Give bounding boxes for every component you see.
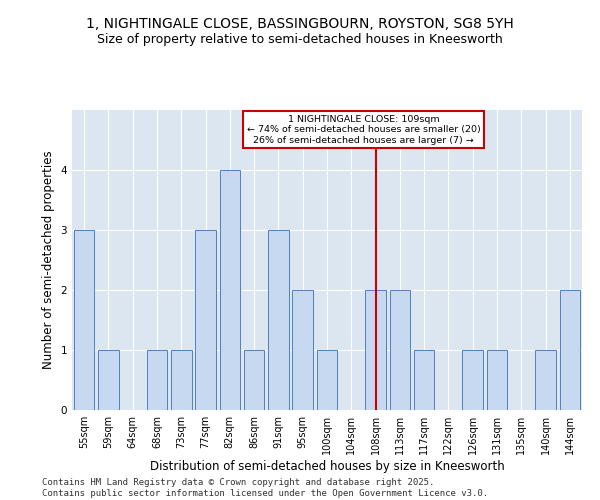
Bar <box>463 350 483 410</box>
Bar <box>74 230 94 410</box>
Bar <box>560 290 580 410</box>
Bar <box>487 350 508 410</box>
Bar <box>317 350 337 410</box>
Bar <box>98 350 119 410</box>
Bar <box>195 230 216 410</box>
Bar <box>365 290 386 410</box>
Bar <box>171 350 191 410</box>
Bar <box>292 290 313 410</box>
Text: 1, NIGHTINGALE CLOSE, BASSINGBOURN, ROYSTON, SG8 5YH: 1, NIGHTINGALE CLOSE, BASSINGBOURN, ROYS… <box>86 18 514 32</box>
Text: 1 NIGHTINGALE CLOSE: 109sqm
← 74% of semi-detached houses are smaller (20)
26% o: 1 NIGHTINGALE CLOSE: 109sqm ← 74% of sem… <box>247 115 481 144</box>
Y-axis label: Number of semi-detached properties: Number of semi-detached properties <box>42 150 55 370</box>
Bar <box>220 170 240 410</box>
Bar <box>268 230 289 410</box>
X-axis label: Distribution of semi-detached houses by size in Kneesworth: Distribution of semi-detached houses by … <box>149 460 505 473</box>
Text: Size of property relative to semi-detached houses in Kneesworth: Size of property relative to semi-detach… <box>97 32 503 46</box>
Bar <box>146 350 167 410</box>
Bar <box>414 350 434 410</box>
Bar <box>535 350 556 410</box>
Text: Contains HM Land Registry data © Crown copyright and database right 2025.
Contai: Contains HM Land Registry data © Crown c… <box>42 478 488 498</box>
Bar <box>389 290 410 410</box>
Bar <box>244 350 265 410</box>
